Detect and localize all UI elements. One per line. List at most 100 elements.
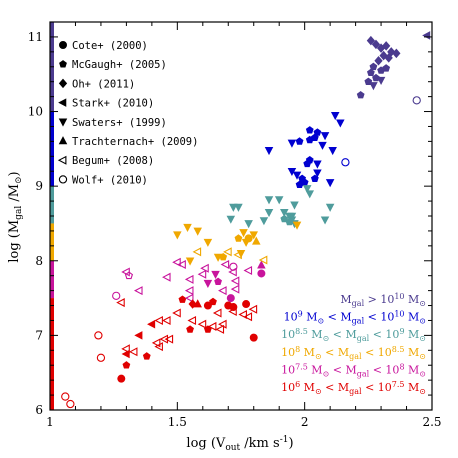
data-point bbox=[121, 349, 130, 359]
legend-label: Cote+ (2000) bbox=[72, 40, 148, 52]
data-point bbox=[382, 64, 391, 72]
mass-bin-label: 108 M⊙ < Mgal < 108.5 M⊙ bbox=[281, 345, 426, 361]
data-point bbox=[183, 223, 192, 233]
data-point bbox=[249, 231, 258, 240]
legend-label: Begum+ (2008) bbox=[72, 155, 154, 167]
data-point bbox=[66, 399, 75, 409]
y-tick-label: 6 bbox=[35, 403, 43, 417]
data-point bbox=[228, 306, 237, 317]
data-point bbox=[243, 265, 253, 275]
data-point bbox=[274, 196, 284, 205]
mass-bin-label: 109 M⊙ < Mgal < 1010 M⊙ bbox=[284, 310, 426, 326]
data-point bbox=[372, 73, 380, 82]
data-point bbox=[162, 272, 171, 282]
y-tick-label: 9 bbox=[35, 179, 43, 193]
data-point bbox=[121, 344, 130, 354]
color-bar-segment-4 bbox=[50, 260, 54, 299]
data-point bbox=[200, 263, 209, 273]
data-point bbox=[310, 133, 319, 141]
legend-label: Wolf+ (2010) bbox=[72, 174, 148, 186]
data-point bbox=[133, 286, 143, 296]
data-point bbox=[264, 196, 274, 205]
mass-bin-label: Mgal > 1010 M⊙ bbox=[340, 292, 426, 308]
data-point bbox=[382, 41, 391, 51]
data-point bbox=[184, 286, 194, 296]
legend-label: Stark+ (2010) bbox=[72, 98, 154, 110]
data-point bbox=[371, 39, 381, 50]
data-point bbox=[320, 216, 330, 225]
data-point bbox=[313, 169, 322, 178]
data-point bbox=[384, 53, 393, 63]
data-point bbox=[374, 56, 383, 66]
data-point bbox=[154, 315, 163, 325]
data-point bbox=[142, 352, 151, 360]
data-point bbox=[238, 309, 247, 320]
data-point bbox=[241, 238, 251, 247]
data-point bbox=[96, 353, 106, 362]
data-point bbox=[302, 185, 312, 194]
data-point bbox=[292, 221, 302, 230]
x-tick-label: 2.5 bbox=[422, 415, 441, 429]
data-point bbox=[226, 294, 235, 303]
data-point bbox=[192, 247, 202, 257]
data-point bbox=[94, 331, 103, 340]
data-point bbox=[239, 229, 248, 238]
data-point bbox=[159, 334, 169, 344]
legend-marker bbox=[59, 41, 68, 50]
data-point bbox=[61, 392, 70, 401]
data-point bbox=[422, 31, 431, 40]
data-point bbox=[318, 141, 327, 150]
data-point bbox=[178, 295, 187, 303]
data-point bbox=[287, 212, 297, 221]
data-point bbox=[193, 299, 202, 308]
data-point bbox=[234, 203, 243, 212]
data-point bbox=[154, 342, 163, 352]
y-tick-label: 10 bbox=[28, 105, 43, 119]
data-point bbox=[197, 319, 207, 329]
legend-marker bbox=[58, 136, 68, 145]
data-point bbox=[203, 238, 213, 247]
data-point bbox=[248, 304, 258, 314]
data-point bbox=[164, 334, 174, 344]
data-point bbox=[369, 82, 378, 91]
data-point bbox=[214, 277, 222, 285]
data-point bbox=[151, 338, 161, 348]
y-tick-label: 8 bbox=[35, 254, 43, 268]
data-point bbox=[230, 276, 240, 286]
data-point bbox=[244, 220, 253, 229]
data-point bbox=[116, 298, 125, 308]
data-point bbox=[185, 257, 195, 266]
data-point bbox=[228, 267, 237, 277]
data-point bbox=[257, 260, 266, 269]
mass-bin-label: 106 M⊙ < Mgal < 107.5 M⊙ bbox=[281, 380, 426, 396]
data-point bbox=[162, 315, 171, 325]
data-point bbox=[172, 308, 181, 318]
data-point bbox=[243, 312, 253, 322]
color-bar-segment-3 bbox=[50, 223, 54, 261]
data-point bbox=[341, 158, 350, 167]
data-point bbox=[412, 96, 421, 105]
data-point bbox=[387, 47, 396, 57]
data-point bbox=[325, 179, 335, 188]
data-point bbox=[257, 269, 266, 278]
data-point bbox=[203, 301, 212, 310]
axis-ticks bbox=[49, 21, 433, 411]
data-point bbox=[186, 325, 194, 333]
data-point bbox=[264, 147, 274, 156]
data-point bbox=[305, 190, 315, 199]
data-point bbox=[310, 174, 319, 183]
data-point bbox=[320, 132, 330, 141]
data-point bbox=[259, 217, 269, 226]
data-point bbox=[211, 270, 220, 280]
data-point bbox=[134, 331, 143, 340]
axis-tick-labels: 1 1.5 2 2.5 6 7 8 9 10 11 bbox=[28, 30, 442, 429]
data-point bbox=[252, 236, 261, 245]
data-point bbox=[173, 231, 182, 240]
data-point bbox=[280, 214, 289, 223]
data-point bbox=[234, 234, 243, 242]
data-point bbox=[187, 315, 197, 325]
data-point bbox=[112, 291, 121, 300]
data-point bbox=[223, 247, 232, 257]
data-point bbox=[356, 91, 365, 99]
data-point bbox=[392, 48, 401, 59]
